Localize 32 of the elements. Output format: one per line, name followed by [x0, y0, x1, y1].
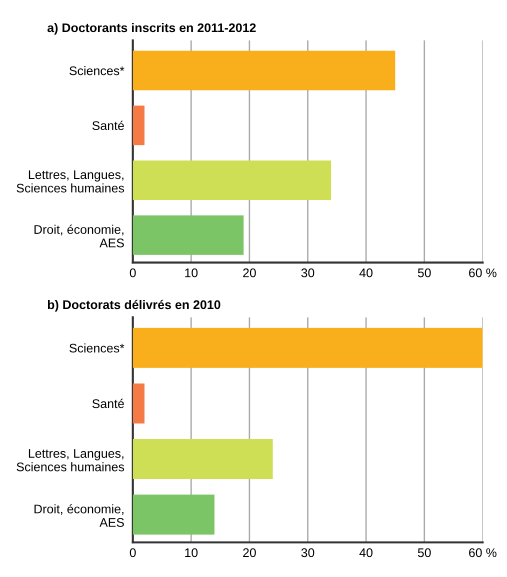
y-tick-label: Santé — [92, 120, 124, 130]
bar — [132, 160, 332, 200]
y-tick-label: Lettres, Langues, Sciences humaines — [16, 449, 124, 472]
x-tick-label: 30 — [301, 548, 314, 558]
x-tick-label: 30 — [301, 268, 314, 278]
y-tick-label: Sciences* — [69, 343, 124, 353]
x-tick-label: 20 — [243, 268, 256, 278]
bar — [132, 383, 144, 424]
x-tick-label: 20 — [243, 548, 256, 558]
x-tick-label: 60 % — [469, 268, 496, 278]
bar — [132, 494, 214, 535]
x-tick-label: 50 — [418, 268, 431, 278]
x-tick-label: 40 — [359, 268, 373, 278]
chart-title: a) Doctorants inscrits en 2011-2012 — [47, 23, 256, 35]
x-tick-label: 0 — [130, 548, 136, 558]
x-tick-label: 10 — [185, 268, 198, 278]
y-tick-label: Sciences* — [69, 66, 124, 76]
bar — [132, 106, 144, 146]
y-tick-label: Lettres, Langues, Sciences humaines — [16, 170, 124, 193]
y-tick-label: Droit, économie, AES — [34, 224, 124, 248]
bar — [132, 439, 273, 480]
x-tick-label: 50 — [418, 548, 431, 558]
x-tick-label: 0 — [130, 268, 136, 278]
y-tick-label: Droit, économie, AES — [34, 504, 124, 527]
x-tick-label: 10 — [185, 548, 198, 558]
chart-title: b) Doctorats délivrés en 2010 — [48, 300, 220, 312]
x-tick-label: 60 % — [469, 548, 496, 558]
x-tick-label: 40 — [359, 548, 373, 558]
bar — [132, 50, 396, 90]
y-tick-label: Santé — [92, 398, 124, 408]
bar — [132, 328, 483, 368]
bar — [132, 215, 244, 255]
